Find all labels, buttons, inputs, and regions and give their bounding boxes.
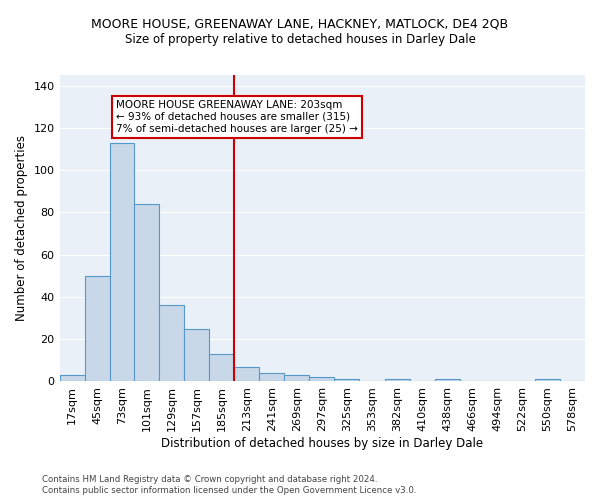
Text: Contains public sector information licensed under the Open Government Licence v3: Contains public sector information licen… bbox=[42, 486, 416, 495]
Bar bbox=[134, 204, 160, 382]
X-axis label: Distribution of detached houses by size in Darley Dale: Distribution of detached houses by size … bbox=[161, 437, 484, 450]
Text: Size of property relative to detached houses in Darley Dale: Size of property relative to detached ho… bbox=[125, 32, 475, 46]
Bar bbox=[160, 306, 184, 382]
Bar bbox=[209, 354, 235, 382]
Bar bbox=[184, 328, 209, 382]
Text: MOORE HOUSE GREENAWAY LANE: 203sqm
← 93% of detached houses are smaller (315)
7%: MOORE HOUSE GREENAWAY LANE: 203sqm ← 93%… bbox=[116, 100, 358, 134]
Bar bbox=[334, 380, 359, 382]
Bar bbox=[284, 375, 310, 382]
Bar bbox=[435, 380, 460, 382]
Y-axis label: Number of detached properties: Number of detached properties bbox=[15, 135, 28, 321]
Text: Contains HM Land Registry data © Crown copyright and database right 2024.: Contains HM Land Registry data © Crown c… bbox=[42, 475, 377, 484]
Bar bbox=[259, 373, 284, 382]
Bar bbox=[385, 380, 410, 382]
Bar bbox=[110, 142, 134, 382]
Text: MOORE HOUSE, GREENAWAY LANE, HACKNEY, MATLOCK, DE4 2QB: MOORE HOUSE, GREENAWAY LANE, HACKNEY, MA… bbox=[91, 18, 509, 30]
Bar bbox=[310, 377, 334, 382]
Bar bbox=[85, 276, 110, 382]
Bar bbox=[235, 366, 259, 382]
Bar bbox=[535, 380, 560, 382]
Bar bbox=[59, 375, 85, 382]
